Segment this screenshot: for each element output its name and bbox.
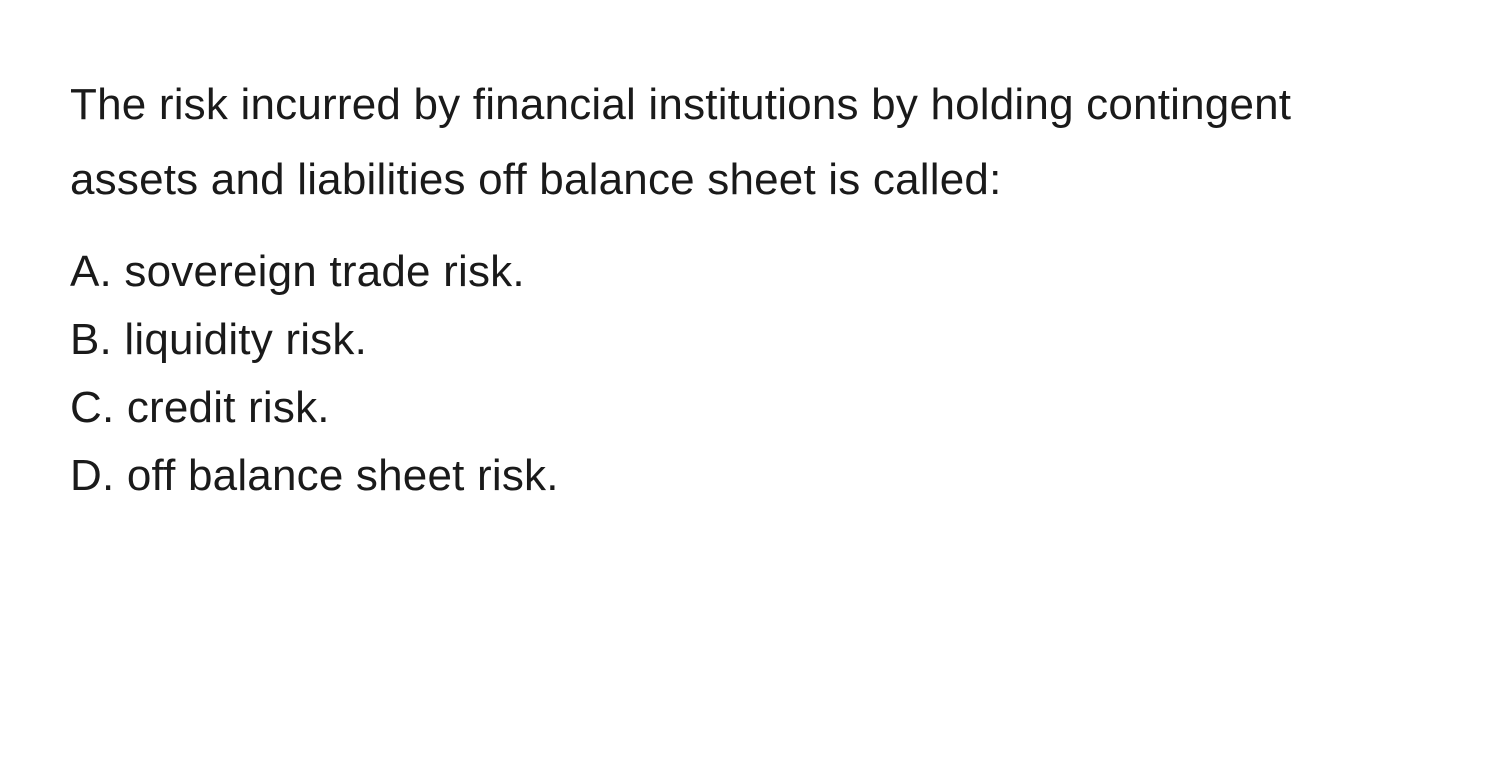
option-b: B. liquidity risk. (70, 306, 1430, 374)
question-text: The risk incurred by financial instituti… (70, 68, 1430, 218)
option-d: D. off balance sheet risk. (70, 442, 1430, 510)
option-a: A. sovereign trade risk. (70, 238, 1430, 306)
options-list: A. sovereign trade risk. B. liquidity ri… (70, 238, 1430, 511)
option-c: C. credit risk. (70, 374, 1430, 442)
